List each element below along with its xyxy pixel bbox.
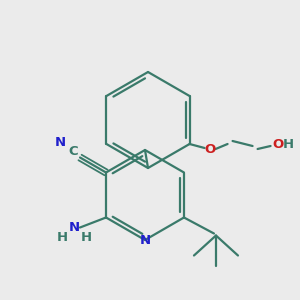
Text: N: N [68,221,80,234]
Text: H: H [80,231,92,244]
Text: H: H [56,231,68,244]
Text: H: H [283,137,294,151]
Text: O: O [204,142,215,155]
Text: N: N [55,136,66,149]
Text: N: N [140,235,151,248]
Text: C: C [68,145,78,158]
Text: O: O [272,137,283,151]
